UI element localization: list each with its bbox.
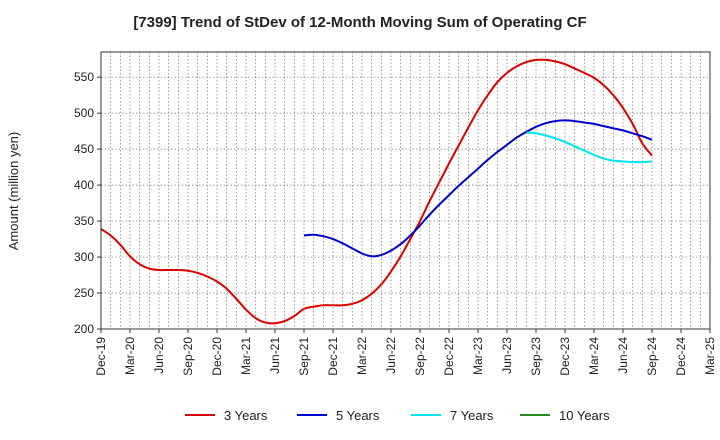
x-tick-label: Dec-23 bbox=[558, 337, 572, 376]
y-tick-label: 350 bbox=[74, 214, 94, 228]
x-axis-ticks: Dec-19 Mar-20 Jun-20 Sep-20 Dec-20 Mar-21 Jun-… bbox=[94, 329, 717, 376]
series-line-7-years bbox=[526, 131, 653, 164]
x-tick-label: Dec-24 bbox=[674, 337, 688, 376]
x-tick-label: Mar-25 bbox=[703, 337, 717, 375]
x-tick-label: Mar-24 bbox=[587, 337, 601, 375]
x-tick-label: Dec-19 bbox=[94, 337, 108, 376]
series-lines bbox=[100, 58, 653, 325]
x-tick-label: Jun-20 bbox=[152, 337, 166, 374]
y-tick-label: 400 bbox=[74, 178, 94, 192]
legend-label-5-years: 5 Years bbox=[336, 408, 380, 423]
legend-label-10-years: 10 Years bbox=[559, 408, 610, 423]
x-tick-label: Sep-21 bbox=[297, 337, 311, 376]
x-tick-label: Jun-21 bbox=[268, 337, 282, 374]
series-line-5-years bbox=[303, 119, 653, 258]
x-tick-label: Dec-22 bbox=[442, 337, 456, 376]
legend: 3 Years 5 Years 7 Years 10 Years bbox=[185, 408, 610, 423]
x-tick-label: Mar-23 bbox=[471, 337, 485, 375]
x-tick-label: Jun-22 bbox=[384, 337, 398, 374]
y-tick-label: 500 bbox=[74, 106, 94, 120]
x-tick-label: Mar-22 bbox=[355, 337, 369, 375]
x-tick-label: Sep-23 bbox=[529, 337, 543, 376]
x-tick-label: Dec-20 bbox=[210, 337, 224, 376]
y-tick-label: 550 bbox=[74, 70, 94, 84]
legend-label-7-years: 7 Years bbox=[450, 408, 494, 423]
x-tick-label: Sep-22 bbox=[413, 337, 427, 376]
x-tick-label: Sep-24 bbox=[645, 337, 659, 376]
y-tick-label: 450 bbox=[74, 142, 94, 156]
y-tick-label: 250 bbox=[74, 286, 94, 300]
y-tick-label: 200 bbox=[74, 322, 94, 336]
y-tick-label: 300 bbox=[74, 250, 94, 264]
grid bbox=[100, 52, 711, 330]
legend-label-3-years: 3 Years bbox=[224, 408, 268, 423]
y-axis-label: Amount (million yen) bbox=[6, 132, 21, 251]
x-tick-label: Jun-23 bbox=[500, 337, 514, 374]
plot-area-frame bbox=[100, 51, 711, 330]
chart-title: [7399] Trend of StDev of 12-Month Moving… bbox=[133, 14, 586, 31]
x-tick-label: Jun-24 bbox=[616, 337, 630, 374]
y-axis-ticks: 200 250 300 350 400 450 500 550 bbox=[74, 70, 101, 336]
x-tick-label: Mar-20 bbox=[123, 337, 137, 375]
x-tick-label: Dec-21 bbox=[326, 337, 340, 376]
series-line-3-years bbox=[100, 58, 653, 325]
x-tick-label: Mar-21 bbox=[239, 337, 253, 375]
x-tick-label: Sep-20 bbox=[181, 337, 195, 376]
